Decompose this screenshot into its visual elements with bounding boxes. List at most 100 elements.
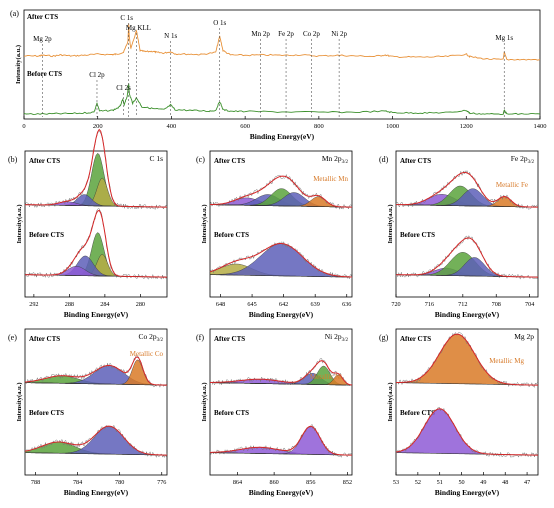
x-tick-label-g: 53 — [393, 479, 399, 486]
x-tick-label-g: 49 — [480, 479, 486, 486]
panel-label-d: (d) — [379, 155, 389, 164]
series-line-before — [23, 83, 541, 116]
panel-label-g: (g) — [379, 333, 389, 342]
series-label-after-c: After CTS — [214, 157, 245, 165]
x-tick-label-f: 852 — [343, 479, 352, 486]
x-axis-label-d: Binding Energy(eV) — [435, 310, 500, 319]
series-label-before-d: Before CTS — [400, 231, 435, 239]
peak-label: Mn 2p — [251, 30, 270, 38]
background-line-before-f — [210, 452, 352, 456]
x-tick-label-f: 864 — [233, 479, 242, 486]
metallic-label-g: Metallic Mg — [489, 357, 524, 365]
series-label-before-c: Before CTS — [214, 231, 249, 239]
x-tick-label-c: 639 — [311, 301, 320, 308]
panel-label-e: (e) — [8, 333, 17, 342]
x-tick-label-a: 0 — [22, 123, 25, 130]
plot-frame-d — [395, 150, 539, 298]
series-label-after-f: After CTS — [214, 335, 245, 343]
series-label-after-g: After CTS — [400, 335, 431, 343]
metallic-label-e: Metallic Co — [130, 350, 164, 358]
series-label-after: After CTS — [27, 13, 58, 21]
envelope-after-e — [24, 356, 167, 386]
x-tick-label-f: 856 — [306, 479, 315, 486]
x-tick-label-b: 284 — [100, 301, 109, 308]
x-tick-label-e: 780 — [115, 479, 124, 486]
peak-label: Ni 2p — [331, 30, 347, 38]
x-tick-label-g: 52 — [415, 479, 421, 486]
y-axis-label-f: Intensity(a.u.) — [201, 382, 208, 421]
y-axis-label-c: Intensity(a.u.) — [201, 204, 208, 243]
plot-frame-g — [395, 328, 539, 476]
series-label-after-d: After CTS — [400, 157, 431, 165]
x-axis-label-f: Binding Energy(eV) — [249, 488, 314, 497]
x-axis-label-e: Binding Energy(eV) — [64, 488, 129, 497]
panel-label-b: (b) — [8, 155, 18, 164]
x-axis-label-a: Binding Energy(eV) — [250, 132, 315, 141]
x-tick-label-c: 648 — [216, 301, 225, 308]
panel-title-f: Ni 2p3/2 — [325, 332, 349, 343]
series-label-before-e: Before CTS — [29, 409, 64, 417]
background-line-after-c — [210, 204, 352, 208]
plot-frame-a — [23, 9, 541, 120]
background-line-after-e — [25, 382, 167, 386]
envelope-after-f — [210, 360, 353, 386]
peak-label: Fe 2p — [278, 30, 294, 38]
envelope-after-c — [209, 175, 352, 208]
peak-label: Cl 2p — [89, 71, 105, 79]
panel-title-c: Mn 2p3/2 — [322, 154, 349, 165]
panel-title-g: Mg 2p — [514, 332, 534, 341]
panel-title-d: Fe 2p3/2 — [511, 154, 535, 165]
x-tick-label-a: 800 — [314, 123, 324, 130]
x-tick-label-g: 47 — [524, 479, 530, 486]
series-label-before-f: Before CTS — [214, 409, 249, 417]
x-tick-label-d: 712 — [458, 301, 467, 308]
envelope-before-f — [210, 425, 352, 456]
y-axis-label-b: Intensity(a.u.) — [16, 204, 23, 243]
raw-data-before-g — [396, 406, 539, 458]
series-label-before-g: Before CTS — [400, 409, 435, 417]
peak-label: Cl 2s — [116, 84, 131, 92]
y-axis-label-d: Intensity(a.u.) — [387, 204, 394, 243]
panel-title-e: Co 2p3/2 — [138, 332, 163, 343]
x-axis-label-g: Binding Energy(eV) — [435, 488, 500, 497]
x-tick-label-e: 784 — [73, 479, 82, 486]
x-tick-label-a: 600 — [240, 123, 250, 130]
panel-title-b: C 1s — [149, 154, 163, 163]
x-tick-label-f: 860 — [269, 479, 278, 486]
peak-label: Mg KLL — [126, 24, 151, 32]
y-axis-label-e: Intensity(a.u.) — [16, 382, 23, 421]
panel-label-c: (c) — [196, 155, 205, 164]
x-tick-label-c: 645 — [247, 301, 256, 308]
x-tick-label-d: 704 — [525, 301, 534, 308]
x-tick-label-d: 708 — [492, 301, 501, 308]
x-tick-label-a: 400 — [167, 123, 177, 130]
background-line-before-c — [210, 274, 352, 278]
panel-label-a: (a) — [10, 9, 19, 18]
x-axis-label-c: Binding Energy(eV) — [249, 310, 314, 319]
series-label-after-b: After CTS — [29, 157, 60, 165]
y-axis-label-g: Intensity(a.u.) — [387, 382, 394, 421]
x-tick-label-a: 1000 — [386, 123, 399, 130]
x-tick-label-a: 1400 — [534, 123, 547, 130]
background-line-after-d — [396, 204, 538, 208]
x-tick-label-g: 48 — [502, 479, 508, 486]
envelope-after-g — [395, 333, 538, 386]
series-label-after-e: After CTS — [29, 335, 60, 343]
x-tick-label-a: 1200 — [460, 123, 473, 130]
x-tick-label-d: 720 — [391, 301, 400, 308]
background-line-after-f — [210, 382, 352, 386]
raw-data-after-d — [395, 169, 539, 210]
envelope-before-c — [209, 243, 352, 278]
metallic-label-d: Metallic Fe — [496, 181, 528, 189]
envelope-before-e — [24, 425, 167, 456]
y-axis-label-a: Intensity(a.u.) — [15, 45, 22, 84]
plot-frame-e — [24, 328, 168, 476]
x-tick-label-e: 776 — [157, 479, 166, 486]
x-tick-label-b: 280 — [136, 301, 145, 308]
envelope-before-d — [396, 237, 538, 278]
peak-label: C 1s — [120, 14, 133, 22]
series-line-after — [23, 23, 541, 61]
x-axis-label-b: Binding Energy(eV) — [64, 310, 129, 319]
x-tick-label-c: 642 — [279, 301, 288, 308]
